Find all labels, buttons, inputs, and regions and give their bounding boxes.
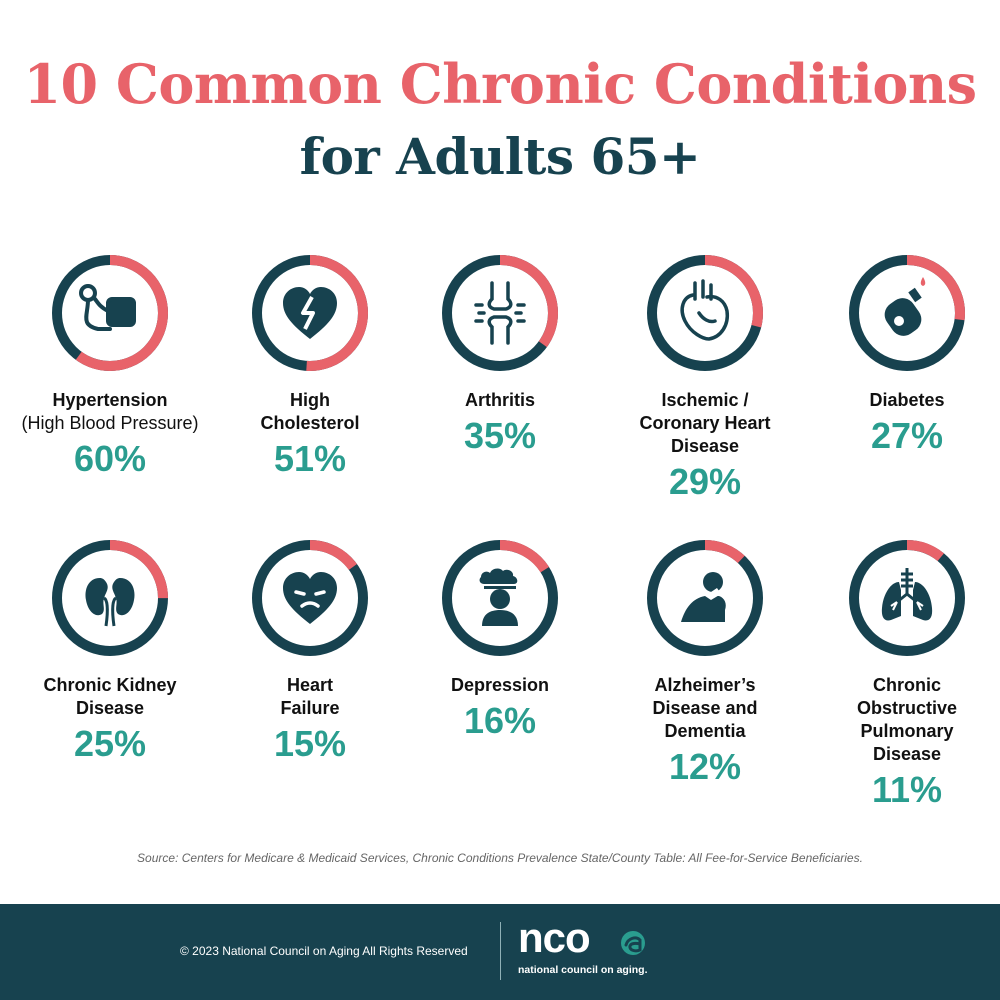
ring-chart-hypertension xyxy=(52,255,168,371)
heart-organ-icon xyxy=(680,279,730,341)
condition-depression: Depression 16% xyxy=(400,538,600,743)
ncoa-logo-wordmark[interactable]: nco xyxy=(518,914,591,961)
footer: © 2023 National Council on Aging All Rig… xyxy=(0,904,1000,1000)
condition-percent: 16% xyxy=(463,700,537,741)
ring-chart-chronic-kidney-disease xyxy=(52,540,168,656)
condition-percent: 27% xyxy=(870,415,944,456)
condition-percent: 60% xyxy=(73,438,147,479)
ncoa-logo-tagline: national council on aging. xyxy=(518,964,648,976)
condition-percent: 15% xyxy=(273,723,347,764)
ring-value-arc xyxy=(442,540,558,656)
condition-label: Arthritis xyxy=(464,390,535,410)
condition-percent: 12% xyxy=(668,746,742,787)
ring-value-arc xyxy=(647,255,763,371)
condition-chronic-kidney-disease: Chronic Kidney Disease 25% xyxy=(10,538,210,766)
ring-value-arc xyxy=(442,255,558,371)
condition-copd: Chronic Obstructive Pulmonary Disease 11… xyxy=(807,538,1000,812)
ring-value-arc xyxy=(252,255,368,371)
ring-value-arc xyxy=(647,540,763,656)
condition-label: Ischemic / Coronary Heart Disease xyxy=(639,390,771,456)
condition-percent: 11% xyxy=(871,769,943,810)
glucose-meter-icon xyxy=(884,277,926,336)
lungs-icon xyxy=(881,568,933,621)
condition-diabetes: Diabetes 27% xyxy=(807,253,1000,458)
ring-chart-coronary-heart-disease xyxy=(647,255,763,371)
title-line-2: for Adults 65+ xyxy=(299,127,701,186)
condition-arthritis: Arthritis 35% xyxy=(400,253,600,458)
ring-value-arc xyxy=(252,540,368,656)
condition-percent: 51% xyxy=(273,438,347,479)
condition-label: Alzheimer’s Disease and Dementia xyxy=(652,675,758,741)
condition-coronary-heart-disease: Ischemic / Coronary Heart Disease 29% xyxy=(605,253,805,504)
person-rain-cloud-icon xyxy=(479,568,518,626)
ring-chart-alzheimers-dementia xyxy=(647,540,763,656)
condition-label: Heart Failure xyxy=(280,675,340,718)
footer-divider xyxy=(500,922,501,980)
condition-label: Depression xyxy=(450,675,550,695)
condition-label: Diabetes xyxy=(869,390,945,410)
kidneys-icon xyxy=(85,578,135,627)
ring-value-arc xyxy=(849,255,965,371)
condition-label: Hypertension (High Blood Pressure) xyxy=(21,390,199,433)
ring-base-track xyxy=(849,540,965,656)
condition-alzheimers-dementia: Alzheimer’s Disease and Dementia 12% xyxy=(605,538,805,789)
condition-percent: 29% xyxy=(668,461,742,502)
condition-label: Chronic Obstructive Pulmonary Disease xyxy=(856,675,958,764)
condition-percent: 25% xyxy=(73,723,147,764)
source-note: Source: Centers for Medicare & Medicaid … xyxy=(137,851,863,865)
ring-chart-high-cholesterol xyxy=(252,255,368,371)
ring-chart-heart-failure xyxy=(252,540,368,656)
ring-value-arc xyxy=(52,255,168,371)
condition-high-cholesterol: High Cholesterol 51% xyxy=(210,253,410,481)
condition-heart-failure: Heart Failure 15% xyxy=(210,538,410,766)
ring-chart-arthritis xyxy=(442,255,558,371)
ring-chart-diabetes xyxy=(849,255,965,371)
ring-chart-depression xyxy=(442,540,558,656)
condition-label: High Cholesterol xyxy=(260,390,360,433)
broken-heart-icon xyxy=(283,287,337,339)
condition-percent: 35% xyxy=(463,415,537,456)
sad-heart-icon xyxy=(283,572,337,624)
ncoa-logo-a-icon xyxy=(621,931,645,955)
title-line-1: 10 Common Chronic Conditions xyxy=(23,52,977,116)
head-in-hand-icon xyxy=(681,572,726,622)
condition-label: Chronic Kidney Disease xyxy=(43,675,177,718)
knee-joint-icon xyxy=(474,281,526,345)
condition-hypertension: Hypertension (High Blood Pressure) 60% xyxy=(10,253,210,481)
ring-chart-copd xyxy=(849,540,965,656)
ring-value-arc xyxy=(849,540,965,656)
ring-value-arc xyxy=(52,540,168,656)
blood-pressure-monitor-icon xyxy=(79,284,136,331)
copyright-text: © 2023 National Council on Aging All Rig… xyxy=(180,944,468,958)
